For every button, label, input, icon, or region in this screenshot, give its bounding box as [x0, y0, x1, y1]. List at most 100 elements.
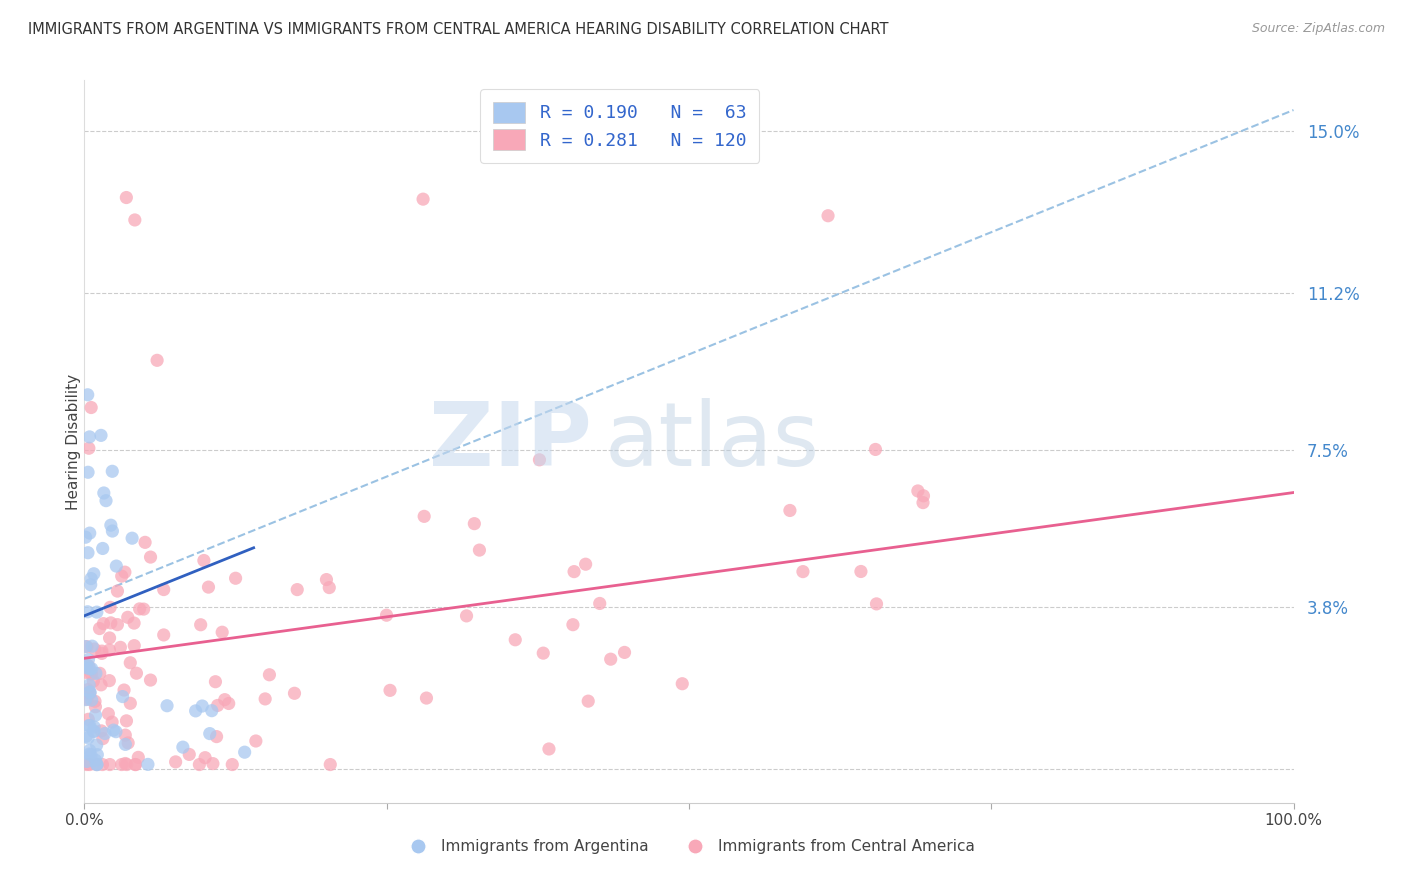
Point	[912, 489, 935, 503]
Point	[89, 666, 111, 681]
Point	[83, 642, 105, 657]
Point	[98, 600, 121, 615]
Point	[79, 662, 101, 676]
Point	[101, 464, 124, 478]
Point	[529, 452, 551, 467]
Point	[103, 723, 125, 738]
Point	[537, 742, 560, 756]
Point	[218, 697, 240, 711]
Point	[79, 743, 101, 757]
Point	[172, 740, 194, 755]
Point	[152, 582, 174, 597]
Point	[114, 728, 136, 742]
Point	[77, 465, 100, 479]
Point	[112, 683, 135, 698]
Point	[91, 541, 114, 556]
Point	[413, 509, 436, 524]
Point	[77, 747, 100, 761]
Point	[77, 718, 100, 732]
Point	[207, 698, 229, 713]
Point	[107, 584, 129, 599]
Point	[283, 686, 305, 700]
Point	[319, 757, 342, 772]
Point	[100, 518, 122, 533]
Point	[84, 753, 107, 767]
Point	[139, 550, 162, 565]
Point	[86, 605, 108, 619]
Point	[83, 720, 105, 734]
Point	[76, 388, 98, 402]
Point	[259, 667, 281, 681]
Point	[84, 699, 107, 714]
Point	[114, 756, 136, 771]
Point	[562, 565, 585, 579]
Point	[75, 729, 97, 743]
Point	[76, 605, 98, 619]
Point	[76, 640, 98, 654]
Point	[117, 610, 139, 624]
Point	[463, 516, 485, 531]
Point	[503, 632, 526, 647]
Point	[76, 658, 98, 673]
Point	[671, 677, 693, 691]
Point	[84, 708, 107, 723]
Point	[110, 640, 132, 655]
Point	[254, 692, 277, 706]
Point	[201, 756, 224, 771]
Point	[76, 755, 98, 769]
Point	[79, 430, 101, 444]
Point	[114, 565, 136, 579]
Point	[79, 718, 101, 732]
Point	[86, 747, 108, 762]
Point	[79, 686, 101, 700]
Point	[75, 661, 97, 675]
Point	[79, 526, 101, 541]
Point	[79, 685, 101, 699]
Point	[80, 401, 103, 415]
Point	[146, 353, 169, 368]
Point	[221, 757, 243, 772]
Point	[80, 693, 103, 707]
Point	[82, 724, 104, 739]
Point	[86, 757, 108, 772]
Point	[98, 631, 121, 645]
Point	[865, 597, 887, 611]
Point	[91, 757, 114, 772]
Point	[190, 617, 212, 632]
Point	[114, 738, 136, 752]
Point	[76, 692, 98, 706]
Point	[907, 483, 929, 498]
Point	[94, 726, 117, 740]
Point	[120, 696, 142, 710]
Point	[76, 687, 98, 701]
Point	[194, 750, 217, 764]
Point	[76, 757, 98, 772]
Point	[111, 569, 134, 583]
Point	[117, 736, 139, 750]
Point	[132, 602, 155, 616]
Point	[80, 667, 103, 681]
Point	[77, 682, 100, 697]
Point	[90, 644, 112, 658]
Point	[193, 553, 215, 567]
Point	[100, 615, 122, 630]
Point	[82, 674, 104, 689]
Point	[412, 192, 434, 206]
Point	[779, 503, 801, 517]
Point	[90, 678, 112, 692]
Point	[188, 757, 211, 772]
Point	[86, 738, 108, 752]
Point	[80, 747, 103, 762]
Point	[136, 757, 159, 772]
Point	[111, 757, 134, 772]
Text: atlas: atlas	[605, 398, 820, 485]
Point	[98, 673, 121, 688]
Legend: Immigrants from Argentina, Immigrants from Central America: Immigrants from Argentina, Immigrants fr…	[396, 833, 981, 860]
Point	[575, 558, 598, 572]
Point	[125, 666, 148, 681]
Y-axis label: Hearing Disability: Hearing Disability	[66, 374, 80, 509]
Point	[205, 730, 228, 744]
Point	[80, 662, 103, 676]
Point	[107, 617, 129, 632]
Point	[201, 704, 224, 718]
